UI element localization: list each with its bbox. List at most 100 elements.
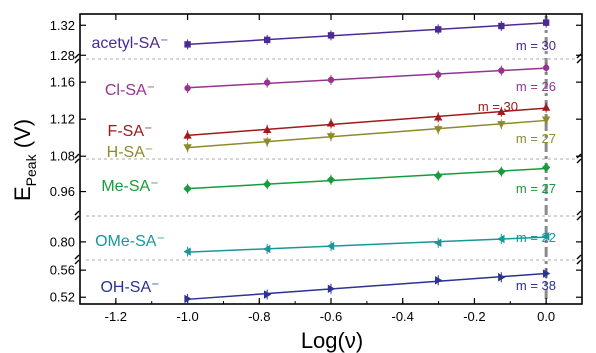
y-tick-label: 1.16 [50,75,75,90]
data-point [434,171,443,180]
data-point [184,84,191,92]
y-tick-label: 0.56 [50,263,75,278]
axis-break-mark [74,210,80,221]
data-point [262,138,272,147]
series-labels: acetyl-SA⁻ m = 30 Cl-SA⁻ m = 26 F-SA⁻ m = 30 H… [92,35,556,296]
x-tick-label: -1.2 [105,309,127,324]
series-label: Me-SA⁻ [101,178,158,195]
data-point [497,234,505,244]
x-axis-title: Log(ν) [301,328,363,353]
x-tick-label: -0.2 [463,309,485,324]
data-point [183,131,192,139]
x-tick-label: -0.6 [320,309,342,324]
data-point [262,180,272,189]
axis-break-mark [576,254,582,265]
data-point [262,244,271,254]
data-point [542,64,550,71]
series-3 [183,114,551,153]
y-tick-label: 1.28 [50,48,75,63]
data-point [434,113,443,121]
series-2 [183,102,551,141]
series-label: OH-SA⁻ [100,279,159,296]
data-point [435,26,442,33]
data-point [497,167,506,176]
data-point [541,103,551,111]
axis-break-mark [74,153,80,164]
series-1 [184,62,550,94]
data-point [497,107,506,115]
data-point [542,19,550,26]
slope-label: m = 26 [516,79,556,94]
axis-break-mark [74,53,80,64]
data-point [435,276,443,285]
data-point [263,36,271,44]
series-0 [184,17,550,50]
series-label: F-SA⁻ [108,123,153,140]
y-tick-label: 0.96 [50,184,75,199]
data-point [542,269,551,278]
data-point [326,175,336,184]
data-point [326,241,335,251]
slope-label: m = 22 [516,230,556,245]
data-point [263,79,271,86]
y-tick-label: 1.08 [50,149,75,164]
data-point [262,125,272,134]
data-point [498,273,506,282]
series-5 [183,231,550,257]
slope-label: m = 38 [516,278,556,293]
y-tick-label: 1.32 [50,18,75,33]
slope-label: m = 27 [516,181,556,196]
y-axis-title-main: E [10,186,35,201]
fit-line [187,22,547,46]
series-4 [183,162,551,194]
x-tick-label: -0.8 [248,309,270,324]
y-axis-title-unit: (V) [10,119,35,154]
data-point [326,133,336,141]
data-point [435,71,442,78]
data-point [327,32,335,39]
tick-labels: -1.2 -1.0 -0.8 -0.6 -0.4 -0.2 0.0 1.28 1.32 1.08 1… [50,18,555,324]
data-point [183,184,192,193]
y-axis-title: EPeak (V) [10,119,39,201]
series-label: acetyl-SA⁻ [92,35,169,52]
axis-break-mark [576,210,582,221]
data-point [263,290,272,299]
series-layer [183,17,551,304]
slope-label: m = 30 [516,38,556,53]
slope-label: m = 30 [478,99,518,114]
fit-line [187,272,547,301]
fit-line [187,167,547,190]
y-tick-label: 0.52 [50,290,75,305]
data-point [434,126,443,134]
x-tick-label: -0.4 [392,309,414,324]
fit-line [187,236,547,253]
fit-line [187,67,547,89]
series-label: Cl-SA⁻ [105,82,155,99]
data-point [326,119,336,127]
y-tick-label: 0.80 [50,234,75,249]
data-point [184,41,191,48]
fit-line [187,119,547,149]
data-point [498,67,505,74]
slope-label: m = 27 [516,131,556,146]
y-tick-label: 1.12 [50,112,75,127]
data-point [434,238,442,248]
data-point [497,121,506,129]
data-point [541,116,551,124]
axis-break-mark [74,254,80,265]
series-6 [184,268,551,304]
x-tick-label: 0.0 [537,309,555,324]
data-point [327,76,335,84]
x-tick-label: -1.0 [176,309,198,324]
data-point [184,294,192,304]
series-label: OMe-SA⁻ [95,233,165,250]
data-point [498,22,505,30]
fit-line [187,107,547,137]
data-point [183,247,191,256]
data-point [541,232,550,241]
data-point [327,284,336,293]
y-axis-title-sub: Peak [23,153,39,186]
data-point [183,144,192,152]
series-label: H-SA⁻ [107,144,154,161]
